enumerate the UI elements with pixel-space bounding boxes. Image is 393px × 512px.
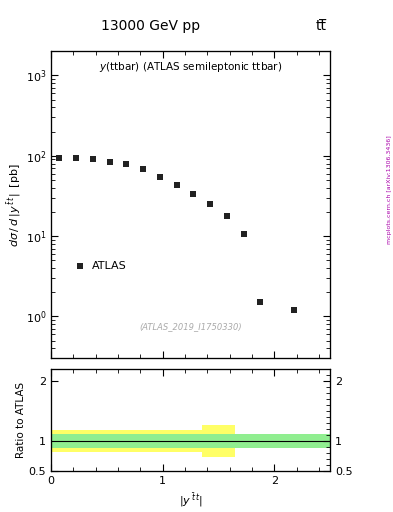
Y-axis label: $d\sigma\,/\,d\,|y^{\,\bar{t}\,t}|\;\;[\mathrm{pb}]$: $d\sigma\,/\,d\,|y^{\,\bar{t}\,t}|\;\;[\… xyxy=(5,163,23,247)
Text: ATLAS: ATLAS xyxy=(92,261,126,271)
Text: tt̅: tt̅ xyxy=(315,19,326,33)
Text: mcplots.cern.ch [arXiv:1306.3436]: mcplots.cern.ch [arXiv:1306.3436] xyxy=(387,135,392,244)
Y-axis label: Ratio to ATLAS: Ratio to ATLAS xyxy=(16,382,26,458)
Text: $y\mathrm{(ttbar)}$ (ATLAS semileptonic ttbar): $y\mathrm{(ttbar)}$ (ATLAS semileptonic … xyxy=(99,60,282,74)
Text: 13000 GeV pp: 13000 GeV pp xyxy=(101,19,200,33)
Text: (ATLAS_2019_I1750330): (ATLAS_2019_I1750330) xyxy=(139,322,242,331)
X-axis label: $|y^{\,\bar{t}\,t}|$: $|y^{\,\bar{t}\,t}|$ xyxy=(178,492,203,509)
